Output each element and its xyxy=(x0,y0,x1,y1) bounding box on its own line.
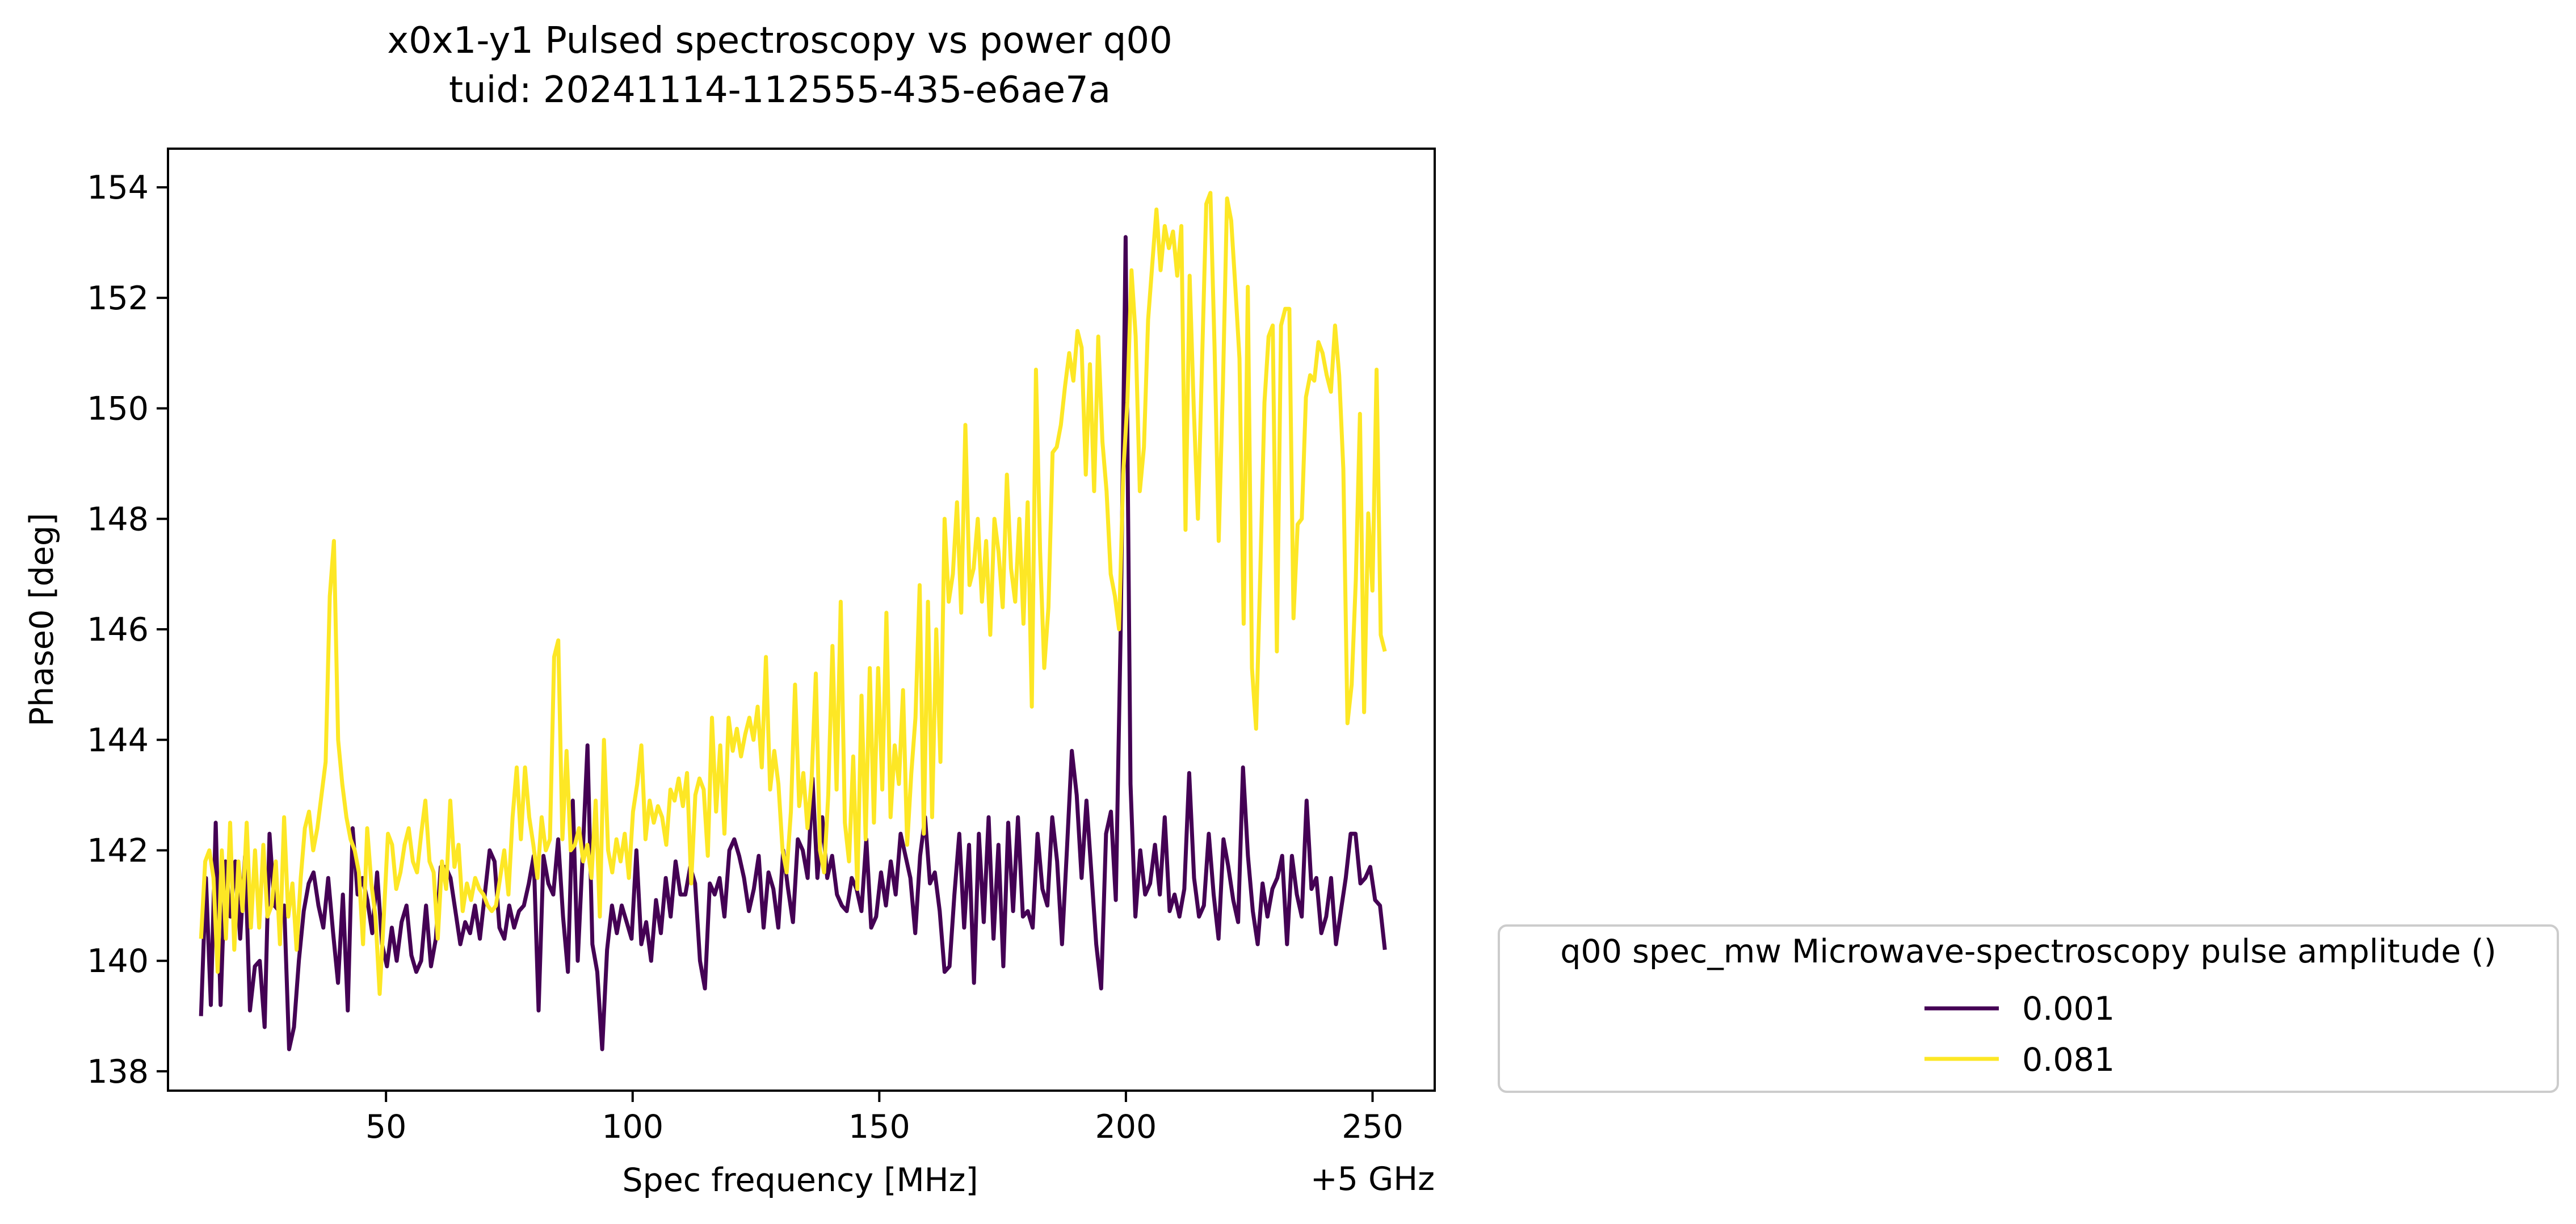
legend-box xyxy=(1498,924,2559,1093)
x-tick-label-150: 150 xyxy=(848,1108,910,1146)
y-tick-label-150: 150 xyxy=(87,390,149,428)
legend-label-0001: 0.001 xyxy=(2022,990,2115,1028)
plot-frame xyxy=(167,148,1436,1092)
x-axis-label: Spec frequency [MHz] xyxy=(622,1162,978,1199)
y-axis-label: Phase0 [deg] xyxy=(23,513,61,726)
x-tick-label-100: 100 xyxy=(602,1108,663,1146)
series-line-0001 xyxy=(199,235,1387,1051)
chart-title: x0x1-y1 Pulsed spectroscopy vs power q00 xyxy=(387,20,1173,62)
x-axis: 50 100 150 200 250 xyxy=(365,1091,1403,1146)
x-tick-label-250: 250 xyxy=(1342,1108,1403,1146)
y-axis: 138 140 142 144 146 148 150 152 154 xyxy=(87,169,168,1091)
legend-title: q00 spec_mw Microwave-spectroscopy pulse… xyxy=(1560,933,2497,970)
x-tick-label-200: 200 xyxy=(1095,1108,1157,1146)
y-tick-label-142: 142 xyxy=(87,832,149,869)
chart-subtitle: tuid: 20241114-112555-435-e6ae7a xyxy=(449,69,1111,111)
y-tick-label-152: 152 xyxy=(87,280,149,317)
legend-label-0081: 0.081 xyxy=(2022,1041,2115,1079)
y-tick-label-140: 140 xyxy=(87,943,149,980)
x-tick-label-50: 50 xyxy=(365,1108,407,1146)
y-tick-label-146: 146 xyxy=(87,611,149,649)
y-tick-label-148: 148 xyxy=(87,500,149,538)
x-axis-offset-label: +5 GHz xyxy=(1310,1160,1435,1198)
series-line-0081 xyxy=(199,191,1387,996)
y-tick-label-138: 138 xyxy=(87,1053,149,1091)
y-tick-label-144: 144 xyxy=(87,722,149,759)
plot-lines xyxy=(199,191,1387,1051)
legend: q00 spec_mw Microwave-spectroscopy pulse… xyxy=(1498,924,2559,1093)
y-tick-label-154: 154 xyxy=(87,169,149,207)
